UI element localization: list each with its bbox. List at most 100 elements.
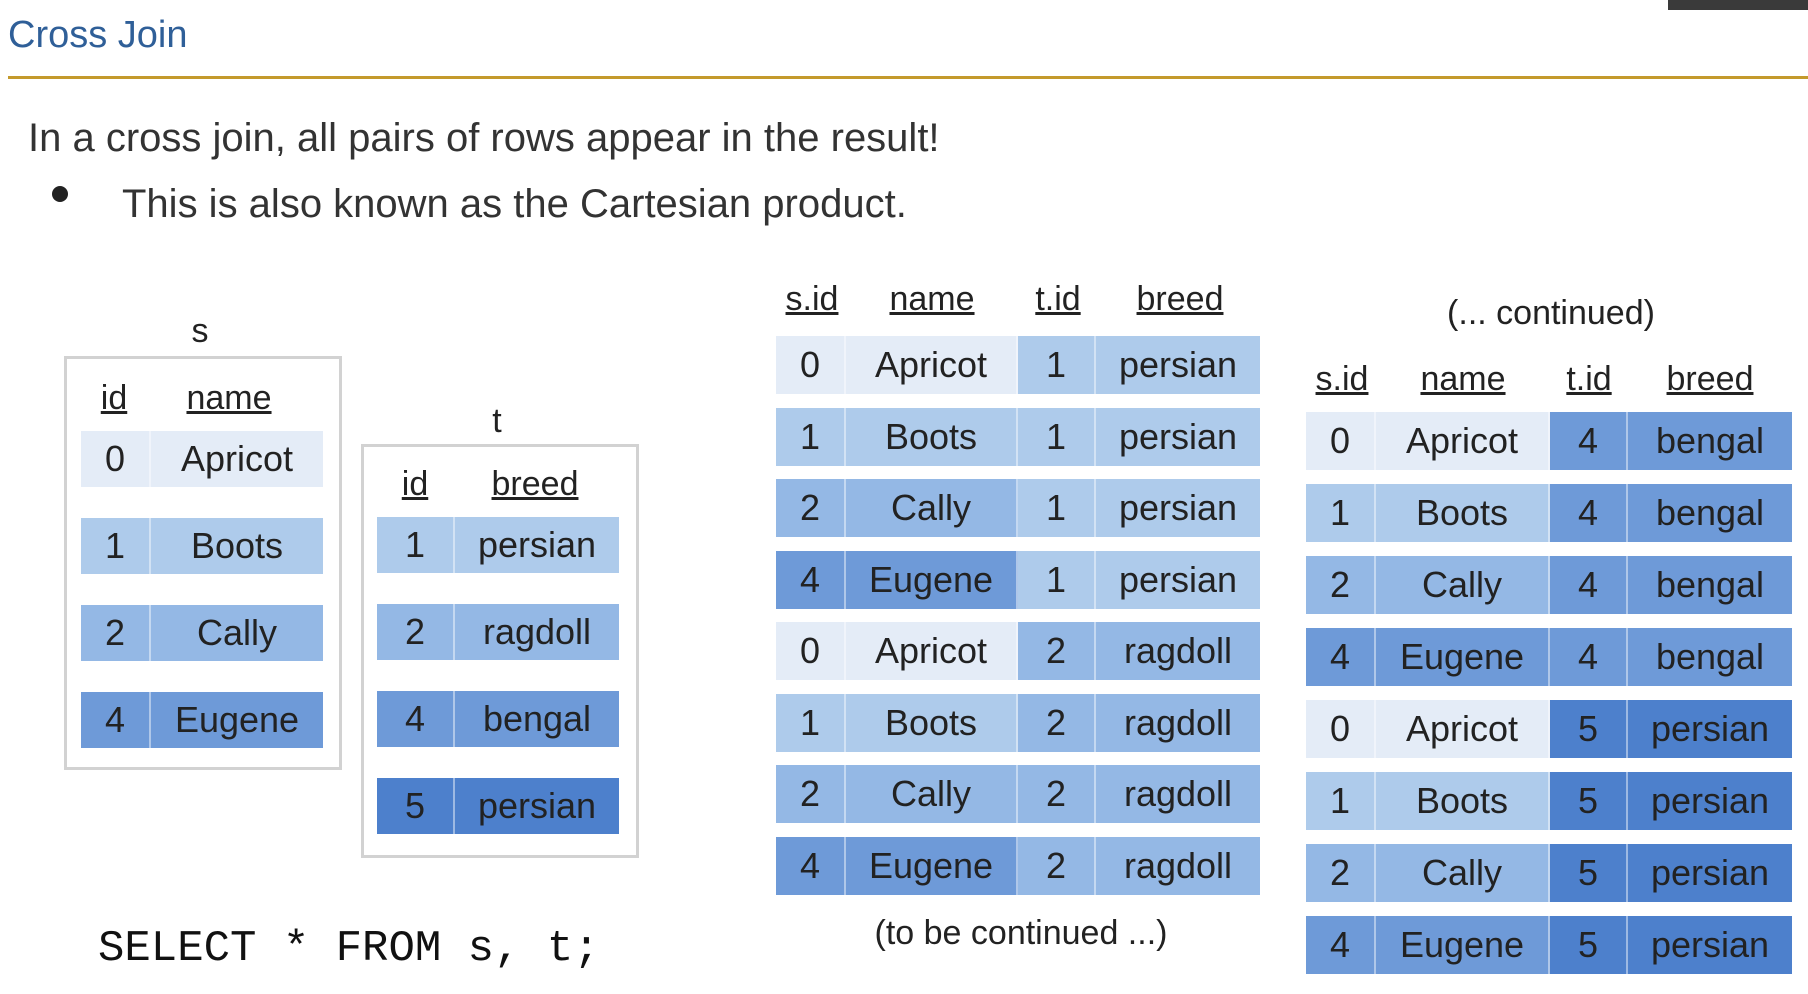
breed-cell: persian bbox=[455, 778, 619, 834]
name-cell: Apricot bbox=[1376, 412, 1550, 470]
result1-row: 4 Eugene 2 ragdoll bbox=[776, 836, 1260, 895]
sid-cell: 4 bbox=[1306, 628, 1376, 686]
result2-title: (... continued) bbox=[1447, 294, 1655, 332]
sid-cell: 1 bbox=[776, 407, 846, 466]
sid-cell: 1 bbox=[776, 693, 846, 752]
table-t-header-breed: breed bbox=[491, 465, 579, 503]
result2-row: 1 Boots 5 persian bbox=[1306, 772, 1792, 830]
tid-cell: 1 bbox=[1018, 407, 1096, 466]
result2-header-breed: breed bbox=[1666, 360, 1754, 398]
tid-cell: 1 bbox=[1018, 550, 1096, 609]
id-cell: 5 bbox=[377, 778, 455, 834]
name-cell: Apricot bbox=[846, 336, 1018, 394]
table-t-frame: id breed 1 persian 2 ragdoll 4 bengal 5 persian bbox=[361, 444, 639, 858]
sid-cell: 1 bbox=[1306, 772, 1376, 830]
result2-row: 2 Cally 4 bengal bbox=[1306, 556, 1792, 614]
tid-cell: 4 bbox=[1550, 412, 1628, 470]
name-cell: Boots bbox=[151, 518, 323, 574]
result1-row: 1 Boots 2 ragdoll bbox=[776, 693, 1260, 752]
table-t-header-id: id bbox=[401, 465, 429, 503]
table-t-row: 5 persian bbox=[377, 778, 619, 834]
result1-header-tid: t.id bbox=[1035, 280, 1081, 318]
breed-cell: persian bbox=[1628, 844, 1792, 902]
tid-cell: 5 bbox=[1550, 700, 1628, 758]
name-cell: Boots bbox=[1376, 772, 1550, 830]
name-cell: Boots bbox=[1376, 484, 1550, 542]
sid-cell: 0 bbox=[776, 622, 846, 680]
table-s-header-name: name bbox=[186, 379, 272, 417]
sid-cell: 0 bbox=[1306, 700, 1376, 758]
result2-header-sid: s.id bbox=[1315, 360, 1369, 398]
sid-cell: 1 bbox=[1306, 484, 1376, 542]
tid-cell: 5 bbox=[1550, 916, 1628, 974]
id-cell: 1 bbox=[377, 517, 455, 573]
name-cell: Cally bbox=[846, 765, 1018, 823]
breed-cell: ragdoll bbox=[1096, 693, 1260, 752]
breed-cell: persian bbox=[1628, 772, 1792, 830]
name-cell: Boots bbox=[846, 693, 1018, 752]
name-cell: Cally bbox=[151, 605, 323, 661]
tid-cell: 5 bbox=[1550, 772, 1628, 830]
id-cell: 2 bbox=[377, 604, 455, 660]
name-cell: Cally bbox=[1376, 556, 1550, 614]
bullet-icon bbox=[52, 186, 68, 202]
sql-query: SELECT * FROM s, t; bbox=[98, 924, 600, 974]
breed-cell: bengal bbox=[1628, 556, 1792, 614]
result2-header-tid: t.id bbox=[1566, 360, 1612, 398]
bullet-text: This is also known as the Cartesian prod… bbox=[122, 182, 907, 226]
result1-header-sid: s.id bbox=[785, 280, 839, 318]
title-divider bbox=[8, 76, 1808, 79]
name-cell: Boots bbox=[846, 407, 1018, 466]
breed-cell: bengal bbox=[455, 691, 619, 747]
sid-cell: 4 bbox=[1306, 916, 1376, 974]
tid-cell: 1 bbox=[1018, 336, 1096, 394]
result1-row: 2 Cally 1 persian bbox=[776, 479, 1260, 537]
table-t-row: 2 ragdoll bbox=[377, 604, 619, 660]
table-s-row: 4 Eugene bbox=[81, 692, 323, 748]
breed-cell: ragdoll bbox=[1096, 622, 1260, 680]
name-cell: Apricot bbox=[846, 622, 1018, 680]
result1-row: 2 Cally 2 ragdoll bbox=[776, 765, 1260, 823]
sid-cell: 2 bbox=[1306, 556, 1376, 614]
tid-cell: 2 bbox=[1018, 765, 1096, 823]
result1-caption: (to be continued ...) bbox=[874, 914, 1168, 952]
sid-cell: 4 bbox=[776, 836, 846, 895]
breed-cell: persian bbox=[1096, 407, 1260, 466]
result2-row: 4 Eugene 5 persian bbox=[1306, 916, 1792, 974]
tid-cell: 2 bbox=[1018, 622, 1096, 680]
id-cell: 4 bbox=[377, 691, 455, 747]
table-s-name: s bbox=[191, 312, 209, 350]
tid-cell: 1 bbox=[1018, 479, 1096, 537]
id-cell: 4 bbox=[81, 692, 151, 748]
intro-text: In a cross join, all pairs of rows appea… bbox=[28, 116, 940, 160]
breed-cell: persian bbox=[1628, 700, 1792, 758]
name-cell: Apricot bbox=[1376, 700, 1550, 758]
result2-row: 0 Apricot 4 bengal bbox=[1306, 412, 1792, 470]
sid-cell: 2 bbox=[1306, 844, 1376, 902]
result2-row: 4 Eugene 4 bengal bbox=[1306, 628, 1792, 686]
sid-cell: 2 bbox=[776, 479, 846, 537]
table-t-name: t bbox=[492, 402, 502, 440]
video-thumbnail bbox=[1668, 0, 1808, 10]
id-cell: 0 bbox=[81, 431, 151, 487]
sid-cell: 2 bbox=[776, 765, 846, 823]
result1-row: 4 Eugene 1 persian bbox=[776, 550, 1260, 609]
breed-cell: persian bbox=[1096, 336, 1260, 394]
breed-cell: bengal bbox=[1628, 628, 1792, 686]
breed-cell: persian bbox=[1096, 550, 1260, 609]
id-cell: 1 bbox=[81, 518, 151, 574]
name-cell: Eugene bbox=[846, 550, 1018, 609]
table-s-header-id: id bbox=[100, 379, 128, 417]
name-cell: Eugene bbox=[846, 836, 1018, 895]
sid-cell: 0 bbox=[776, 336, 846, 394]
breed-cell: persian bbox=[1628, 916, 1792, 974]
tid-cell: 4 bbox=[1550, 556, 1628, 614]
result1-header-name: name bbox=[889, 280, 975, 318]
name-cell: Eugene bbox=[1376, 628, 1550, 686]
result1-row: 0 Apricot 2 ragdoll bbox=[776, 622, 1260, 680]
result1-row: 1 Boots 1 persian bbox=[776, 407, 1260, 466]
result2-row: 1 Boots 4 bengal bbox=[1306, 484, 1792, 542]
table-s-frame: id name 0 Apricot 1 Boots 2 Cally 4 Eugene bbox=[64, 356, 342, 770]
breed-cell: persian bbox=[455, 517, 619, 573]
breed-cell: ragdoll bbox=[1096, 765, 1260, 823]
